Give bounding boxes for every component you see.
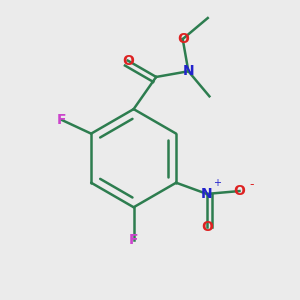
Text: F: F xyxy=(57,113,66,127)
Text: N: N xyxy=(201,187,213,201)
Text: O: O xyxy=(201,220,213,234)
Text: O: O xyxy=(177,32,189,46)
Text: F: F xyxy=(129,233,138,247)
Text: -: - xyxy=(249,178,254,191)
Text: O: O xyxy=(122,54,134,68)
Text: O: O xyxy=(233,184,245,198)
Text: +: + xyxy=(214,178,221,188)
Text: N: N xyxy=(183,64,194,78)
